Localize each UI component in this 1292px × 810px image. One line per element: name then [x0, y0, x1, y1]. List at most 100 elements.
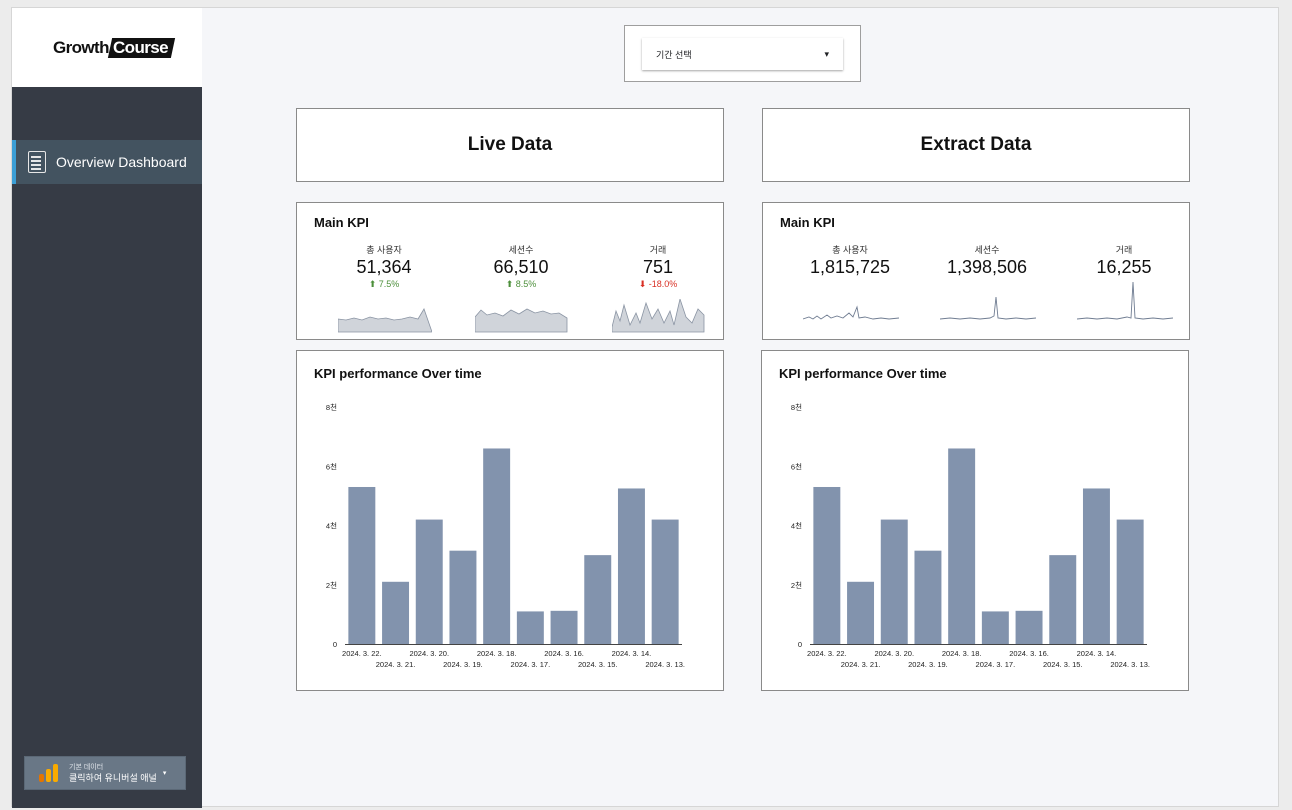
sparkline-transactions: [612, 299, 705, 333]
y-tick-label: 4천: [791, 521, 802, 531]
kpi-value: 751: [642, 257, 674, 277]
sidebar-item-overview-dashboard[interactable]: Overview Dashboard: [12, 140, 202, 184]
bar: [617, 488, 645, 644]
data-source-button[interactable]: 기본 데이터 클릭하여 유니버설 애널 ▾: [24, 756, 186, 790]
live-kpi-title: Main KPI: [314, 215, 369, 230]
extract-kpi-users[interactable]: 총 사용자 1,815,725: [796, 243, 904, 278]
bar: [813, 486, 841, 644]
bar: [584, 555, 612, 644]
kpi-value: 66,510: [493, 257, 549, 277]
bar: [1116, 519, 1144, 644]
bar: [516, 611, 544, 644]
sidebar: Overview Dashboard 기본 데이터 클릭하여 유니버설 애널 ▾: [12, 87, 202, 808]
date-range-control: 기간 선택 ▾: [624, 25, 861, 82]
live-kpi-users[interactable]: 총 사용자 51,364 ⬆ 7.5%: [330, 243, 438, 290]
extract-chart-title: KPI performance Over time: [779, 366, 947, 381]
kpi-value: 16,255: [1096, 257, 1152, 277]
bar: [1082, 488, 1110, 644]
bar: [449, 550, 477, 644]
kpi-label: 총 사용자: [366, 245, 402, 255]
kpi-label: 거래: [1115, 245, 1133, 255]
logo-area: Growth Course: [12, 8, 202, 87]
kpi-value: 51,364: [356, 257, 412, 277]
y-tick-label: 6천: [326, 461, 337, 471]
live-kpi-sessions[interactable]: 세션수 66,510 ⬆ 8.5%: [467, 243, 575, 290]
analytics-bars-icon: [39, 764, 61, 782]
x-tick-label: 2024. 3. 20.: [409, 649, 449, 658]
bar: [1049, 555, 1077, 644]
date-range-dropdown[interactable]: 기간 선택 ▾: [642, 38, 843, 70]
x-tick-label: 2024. 3. 18.: [477, 649, 517, 658]
x-tick-label: 2024. 3. 19.: [443, 660, 483, 669]
live-chart-panel: KPI performance Over time 0 2천 4천 6천 8천 2024.…: [296, 350, 724, 691]
sparkline-users: [338, 308, 432, 333]
x-tick-label: 2024. 3. 19.: [908, 660, 948, 669]
y-tick-label: 4천: [326, 521, 337, 531]
y-tick-label: 8천: [326, 402, 337, 412]
x-tick-label: 2024. 3. 16.: [1009, 649, 1049, 658]
growthcourse-logo: Growth Course: [53, 38, 176, 58]
y-tick-label: 6천: [791, 461, 802, 471]
chevron-down-icon: ▾: [162, 770, 167, 777]
kpi-value: 1,815,725: [809, 257, 891, 277]
y-tick-label: 2천: [326, 580, 337, 590]
bar: [914, 550, 942, 644]
kpi-value: 1,398,506: [946, 257, 1028, 277]
live-data-title: Live Data: [467, 134, 553, 155]
bar: [981, 611, 1009, 644]
bar: [348, 486, 376, 644]
bar: [651, 519, 679, 644]
x-tick-label: 2024. 3. 15.: [578, 660, 618, 669]
x-tick-label: 2024. 3. 20.: [874, 649, 914, 658]
x-tick-label: 2024. 3. 13.: [1110, 660, 1150, 669]
x-tick-label: 2024. 3. 15.: [1043, 660, 1083, 669]
x-tick-label: 2024. 3. 22.: [807, 649, 847, 658]
bar: [382, 581, 410, 644]
data-source-name: 클릭하여 유니버설 애널: [69, 773, 157, 783]
x-tick-label: 2024. 3. 22.: [342, 649, 382, 658]
data-source-label: 기본 데이터: [69, 764, 104, 771]
chevron-down-icon: ▾: [824, 48, 829, 59]
bar: [550, 610, 578, 644]
kpi-label: 세션수: [508, 245, 534, 255]
kpi-label: 총 사용자: [832, 245, 868, 255]
live-kpi-panel: Main KPI 총 사용자 51,364 ⬆ 7.5% 세션수 66,510 …: [296, 202, 724, 340]
extract-kpi-transactions[interactable]: 거래 16,255: [1070, 243, 1178, 278]
kpi-delta: ⬆ 7.5%: [368, 279, 400, 289]
extract-kpi-sessions[interactable]: 세션수 1,398,506: [933, 243, 1041, 278]
live-kpi-transactions[interactable]: 거래 751 ⬇ -18.0%: [604, 243, 712, 290]
bar: [847, 581, 875, 644]
sparkline-sessions: [475, 308, 568, 333]
x-tick-label: 2024. 3. 14.: [612, 649, 652, 658]
arrow-down-icon: ⬇: [638, 279, 647, 289]
bar: [948, 448, 976, 644]
arrow-up-icon: ⬆: [368, 279, 377, 289]
kpi-delta: ⬆ 8.5%: [505, 279, 537, 289]
x-tick-label: 2024. 3. 18.: [942, 649, 982, 658]
live-bar-chart: 0 2천 4천 6천 8천 2024. 3. 22. 2024. 3. 21. 2024. 3…: [326, 402, 685, 669]
x-tick-label: 2024. 3. 17.: [976, 660, 1016, 669]
sparkline-users: [803, 305, 899, 320]
x-tick-label: 2024. 3. 16.: [544, 649, 584, 658]
y-tick-label: 0: [333, 640, 337, 649]
kpi-label: 거래: [649, 245, 667, 255]
x-tick-label: 2024. 3. 14.: [1077, 649, 1117, 658]
extract-kpi-title: Main KPI: [780, 215, 835, 230]
arrow-up-icon: ⬆: [505, 279, 514, 289]
extract-data-title: Extract Data: [920, 134, 1032, 155]
report-canvas: Growth Course Overview Dashboard 기본 데이터 클…: [11, 7, 1279, 808]
extract-chart-panel: KPI performance Over time 0 2천 4천 6천 8천 2024.…: [761, 350, 1189, 691]
extract-bar-chart: 0 2천 4천 6천 8천 2024. 3. 22. 2024. 3. 21. 2024. 3…: [791, 402, 1150, 669]
x-tick-label: 2024. 3. 21.: [841, 660, 881, 669]
x-tick-label: 2024. 3. 21.: [376, 660, 416, 669]
extract-kpi-panel: Main KPI 총 사용자 1,815,725 세션수 1,398,506 거…: [762, 202, 1190, 340]
bar: [415, 519, 443, 644]
list-document-icon: [28, 151, 46, 173]
date-range-label: 기간 선택: [656, 49, 692, 60]
x-tick-label: 2024. 3. 17.: [511, 660, 551, 669]
live-chart-title: KPI performance Over time: [314, 366, 482, 381]
y-tick-label: 0: [798, 640, 802, 649]
sparkline-sessions: [940, 296, 1036, 320]
live-data-header: Live Data: [296, 108, 724, 182]
bar: [483, 448, 511, 644]
